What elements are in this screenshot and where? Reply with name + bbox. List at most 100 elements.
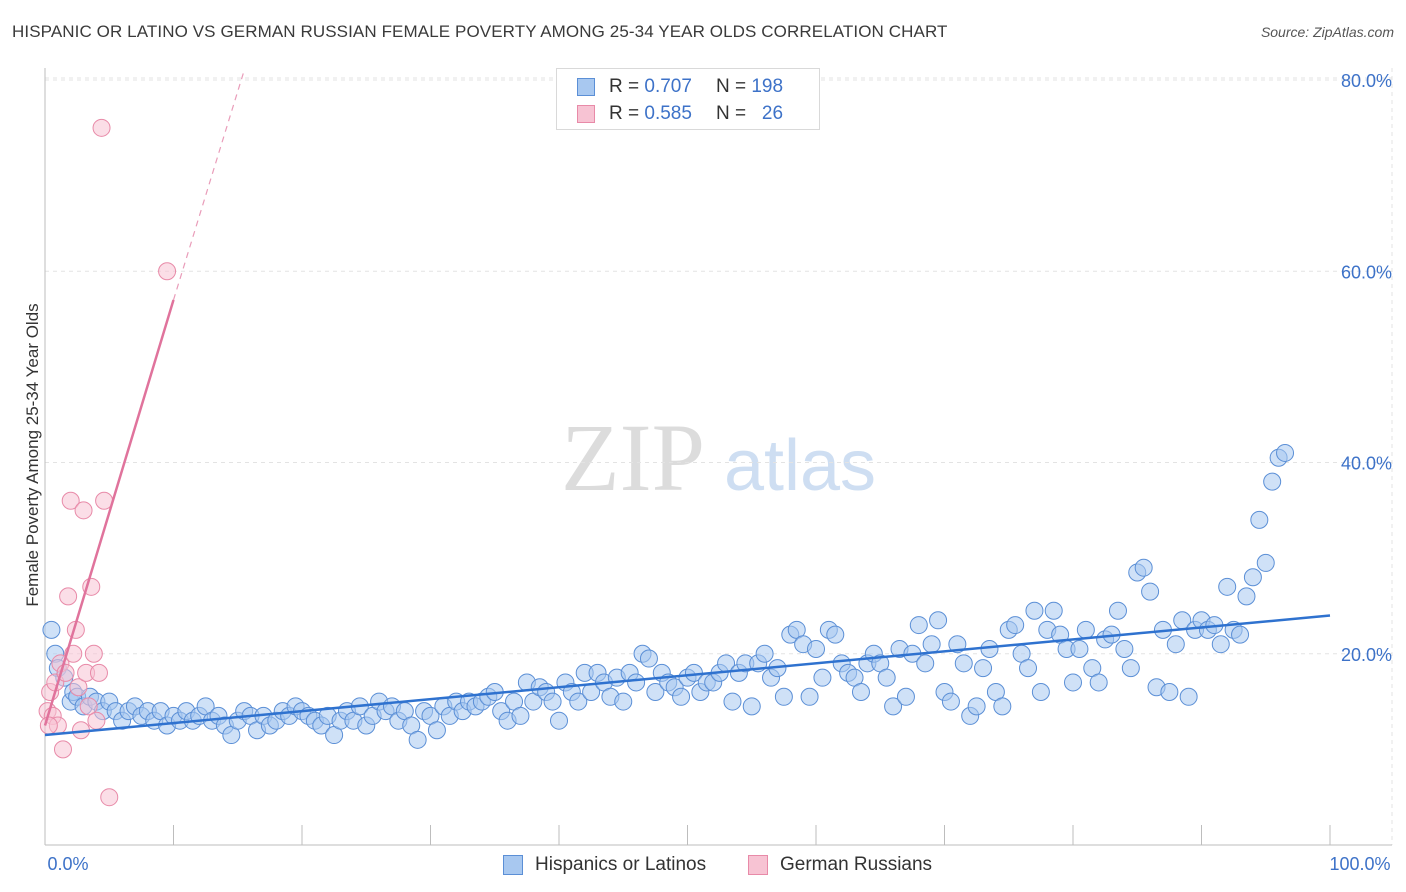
point-hispanic — [1276, 443, 1295, 462]
point-hispanic — [1076, 620, 1095, 639]
point-hispanic — [42, 620, 61, 639]
point-hispanic — [1019, 659, 1038, 678]
point-german-russian — [61, 491, 80, 510]
r-value: 0.585 — [644, 103, 692, 124]
point-hispanic — [408, 730, 427, 749]
point-hispanic — [1089, 673, 1108, 692]
y-tick-label: 40.0% — [1341, 454, 1392, 474]
point-hispanic — [1070, 639, 1089, 658]
point-hispanic — [941, 692, 960, 711]
point-hispanic — [723, 692, 742, 711]
legend-label-german-russian: German Russians — [780, 854, 933, 875]
point-german-russian — [89, 663, 108, 682]
point-hispanic — [1160, 683, 1179, 701]
y-tick-label: 20.0% — [1341, 645, 1392, 665]
y-axis-label: Female Poverty Among 25-34 Year Olds — [23, 303, 42, 606]
point-hispanic — [916, 654, 935, 673]
point-hispanic — [1243, 568, 1262, 587]
point-hispanic — [807, 639, 825, 658]
point-hispanic — [1044, 601, 1063, 620]
point-german-russian — [74, 501, 93, 520]
point-hispanic — [851, 683, 870, 701]
point-hispanic — [1134, 558, 1153, 577]
point-hispanic — [1141, 582, 1160, 601]
point-hispanic — [896, 687, 915, 706]
legend-swatch-german-russian — [748, 855, 768, 875]
stats-legend: R = 0.707 N = 198 R = 0.585 N = 26 — [556, 68, 820, 130]
stats-row-hispanic: R = 0.707 N = 198 — [577, 75, 783, 99]
point-german-russian — [158, 262, 177, 281]
point-german-russian — [59, 587, 78, 606]
point-hispanic — [993, 697, 1012, 716]
legend-item-hispanic[interactable]: Hispanics or Latinos — [503, 854, 706, 876]
point-hispanic — [1211, 635, 1230, 654]
point-hispanic — [1179, 687, 1198, 706]
point-hispanic — [1166, 635, 1185, 654]
legend-label-hispanic: Hispanics or Latinos — [535, 854, 707, 875]
point-german-russian — [84, 644, 103, 663]
chart-source: Source: ZipAtlas.com — [1260, 24, 1394, 40]
series-legend: Hispanics or Latinos German Russians — [0, 852, 1406, 878]
swatch-hispanic — [577, 78, 595, 96]
x-tick-label-max: 100.0% — [1329, 854, 1390, 874]
point-german-russian — [53, 740, 72, 759]
point-hispanic — [1006, 616, 1025, 635]
point-german-russian — [39, 716, 58, 735]
legend-item-german-russian[interactable]: German Russians — [748, 854, 932, 876]
point-hispanic — [1115, 639, 1134, 658]
point-hispanic — [1231, 625, 1250, 644]
r-label: R = — [609, 103, 640, 124]
point-hispanic — [1031, 683, 1050, 701]
point-hispanic — [884, 697, 903, 716]
point-hispanic — [550, 711, 568, 730]
stats-row-german-russian: R = 0.585 N = 26 — [577, 102, 783, 126]
point-hispanic — [826, 625, 845, 644]
point-hispanic — [774, 687, 793, 706]
point-hispanic — [1064, 673, 1082, 692]
point-hispanic — [614, 692, 633, 711]
point-hispanic — [742, 697, 761, 716]
point-hispanic — [1121, 659, 1140, 678]
trendline-german-russian — [43, 299, 175, 726]
point-hispanic — [511, 706, 530, 725]
chart-title: HISPANIC OR LATINO VS GERMAN RUSSIAN FEM… — [12, 22, 948, 41]
trendline-hispanic — [44, 614, 1331, 737]
point-hispanic — [909, 616, 928, 635]
watermark-zip: ZIP — [561, 404, 705, 511]
n-value: 26 — [761, 103, 784, 124]
legend-swatch-hispanic — [503, 855, 523, 875]
trendline-german-russian-extension — [172, 70, 245, 301]
r-label: R = — [609, 76, 640, 97]
point-hispanic — [813, 668, 832, 687]
point-german-russian — [79, 697, 98, 716]
point-hispanic — [948, 635, 967, 654]
point-hispanic — [1256, 553, 1275, 572]
r-value: 0.707 — [644, 76, 692, 97]
point-hispanic — [1250, 510, 1269, 529]
point-hispanic — [646, 683, 665, 701]
point-hispanic — [922, 635, 941, 654]
y-tick-label: 80.0% — [1341, 71, 1392, 91]
y-tick-label: 60.0% — [1341, 262, 1392, 282]
n-label: N = — [715, 103, 747, 124]
point-german-russian — [92, 118, 111, 137]
point-hispanic — [1237, 587, 1256, 606]
point-hispanic — [1108, 601, 1127, 620]
swatch-german-russian — [577, 105, 595, 123]
point-hispanic — [569, 692, 588, 711]
point-hispanic — [1263, 472, 1282, 491]
point-german-russian — [69, 678, 88, 697]
point-hispanic — [672, 687, 691, 706]
n-label: N = — [715, 76, 747, 97]
point-hispanic — [755, 644, 774, 663]
n-value: 198 — [751, 76, 784, 97]
point-hispanic — [639, 649, 658, 668]
point-hispanic — [800, 687, 819, 706]
point-hispanic — [974, 659, 993, 678]
point-hispanic — [929, 611, 948, 630]
watermark-atlas: atlas — [724, 426, 876, 506]
point-hispanic — [427, 721, 446, 740]
point-hispanic — [543, 692, 562, 711]
x-tick-label-min: 0.0% — [47, 854, 88, 874]
point-hispanic — [1025, 601, 1044, 620]
